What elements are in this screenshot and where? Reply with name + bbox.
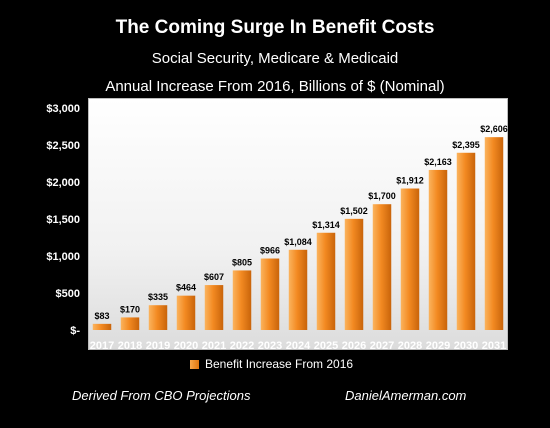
bar-2020 xyxy=(176,295,196,330)
data-label-2019: $335 xyxy=(148,292,168,302)
bar-2028 xyxy=(400,188,420,330)
data-label-2028: $1,912 xyxy=(396,176,424,186)
data-label-2018: $170 xyxy=(120,304,140,314)
x-tick-label: 2017 xyxy=(90,340,114,352)
x-tick-label: 2021 xyxy=(202,340,226,352)
x-tick-label: 2019 xyxy=(146,340,170,352)
data-label-2030: $2,395 xyxy=(452,140,480,150)
bar-2019 xyxy=(148,305,168,330)
y-tick-label: $- xyxy=(70,325,80,337)
x-tick-label: 2030 xyxy=(454,340,478,352)
bar-2029 xyxy=(428,169,448,330)
data-label-2025: $1,314 xyxy=(312,220,340,230)
bar-2031 xyxy=(484,137,504,330)
y-tick-label: $2,000 xyxy=(46,177,80,189)
x-tick-label: 2028 xyxy=(398,340,422,352)
y-tick-label: $3,000 xyxy=(46,103,80,115)
site-credit: DanielAmerman.com xyxy=(345,388,467,403)
data-label-2022: $805 xyxy=(232,257,252,267)
x-tick-label: 2027 xyxy=(370,340,394,352)
x-tick-label: 2018 xyxy=(118,340,142,352)
data-label-2021: $607 xyxy=(204,272,224,282)
bar-2025 xyxy=(316,232,336,330)
chart-legend: Benefit Increase From 2016 xyxy=(190,357,353,371)
y-tick-label: $1,500 xyxy=(46,214,80,226)
y-tick-label: $2,500 xyxy=(46,140,80,152)
bar-2027 xyxy=(372,204,392,330)
x-tick-label: 2025 xyxy=(314,340,338,352)
data-label-2024: $1,084 xyxy=(284,237,312,247)
bar-2022 xyxy=(232,270,252,330)
data-label-2029: $2,163 xyxy=(424,157,452,167)
bar-2021 xyxy=(204,285,224,330)
bar-2023 xyxy=(260,258,280,330)
legend-swatch xyxy=(190,359,199,369)
chart-subtitle: Social Security, Medicare & Medicaid xyxy=(151,50,399,67)
data-label-2026: $1,502 xyxy=(340,206,368,216)
data-label-2020: $464 xyxy=(176,283,196,293)
x-tick-label: 2026 xyxy=(342,340,366,352)
data-label-2027: $1,700 xyxy=(368,191,396,201)
legend-label: Benefit Increase From 2016 xyxy=(205,357,354,371)
data-label-2023: $966 xyxy=(260,246,280,256)
source-note: Derived From CBO Projections xyxy=(72,388,251,403)
x-tick-label: 2022 xyxy=(230,340,254,352)
x-tick-label: 2023 xyxy=(258,340,282,352)
bar-2024 xyxy=(288,249,308,330)
y-tick-label: $500 xyxy=(56,288,80,300)
bar-2018 xyxy=(120,317,140,330)
x-tick-label: 2020 xyxy=(174,340,198,352)
bar-2026 xyxy=(344,218,364,330)
data-label-2031: $2,606 xyxy=(480,124,508,134)
bar-2030 xyxy=(456,152,476,330)
chart-title: The Coming Surge In Benefit Costs xyxy=(115,17,435,38)
data-label-2017: $83 xyxy=(94,311,109,321)
x-tick-label: 2024 xyxy=(286,340,311,352)
chart-subtitle-units: Annual Increase From 2016, Billions of $… xyxy=(105,78,445,95)
x-tick-label: 2031 xyxy=(482,340,506,352)
bar-2017 xyxy=(92,323,112,330)
x-tick-label: 2029 xyxy=(426,340,450,352)
y-tick-label: $1,000 xyxy=(46,251,80,263)
